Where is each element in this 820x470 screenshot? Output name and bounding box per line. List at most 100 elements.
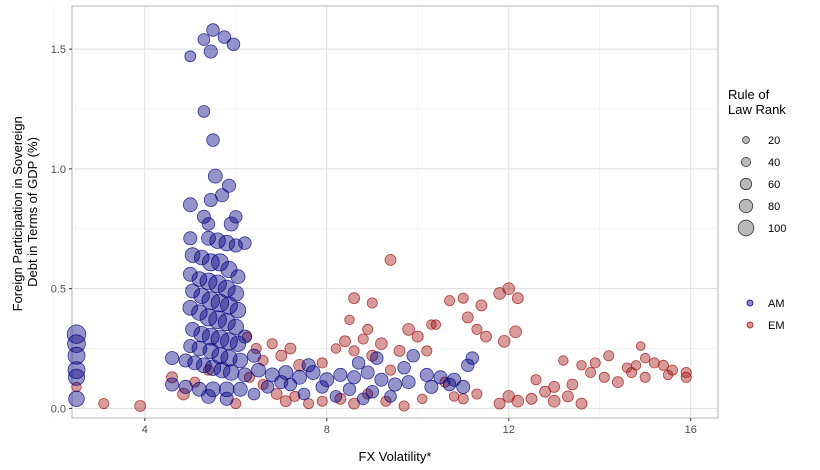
data-point-am [185,283,201,299]
data-point-em [635,341,646,351]
data-point-am [230,269,246,285]
data-point-am [201,217,216,231]
y-axis-ticks: 0.0 0.5 1.0 1.5 [51,44,72,415]
data-point-em [316,357,328,369]
data-point-em [366,297,378,309]
data-point-am [283,377,298,392]
data-point-em [502,282,516,296]
data-points [66,23,692,412]
data-point-em [348,292,361,305]
data-point-am [202,342,220,360]
data-point-em [284,342,297,355]
data-point-am [232,352,249,369]
data-point-am [208,274,227,294]
data-point-am [433,370,448,385]
data-point-em [448,391,460,402]
data-point-am [68,368,86,386]
size-legend-label: 60 [768,179,780,191]
y-axis-title-line-2: Debt in Terms of GDP (%) [25,137,40,287]
data-point-em [603,350,615,362]
x-tick-label: 8 [324,424,330,436]
data-point-em [662,369,674,381]
data-point-am [247,387,261,401]
data-point-em [525,392,538,405]
data-point-em [98,398,110,410]
y-tick-label: 1.0 [51,164,66,176]
data-point-em [566,378,579,391]
data-point-am [183,339,198,354]
data-point-em [430,319,442,330]
data-point-am [397,361,411,375]
data-point-am [182,299,199,316]
x-tick-label: 4 [142,424,148,436]
data-point-am [465,351,480,365]
y-axis-title: Foreign Participation in Sovereign Debt … [10,113,40,312]
data-point-em [509,325,522,339]
data-point-am [67,346,86,365]
data-point-em [421,345,433,357]
data-point-em [366,349,379,362]
data-point-em [384,253,397,266]
data-point-am [274,375,289,390]
data-point-em [648,357,660,369]
size-legend-label: 100 [768,223,786,235]
data-point-am [217,313,236,332]
data-point-em [344,314,355,326]
x-axis-ticks: 4 8 12 16 [142,418,697,436]
data-point-am [419,367,434,382]
size-legend-title-line-2: Law Rank [728,102,786,117]
data-point-em [334,392,347,405]
data-point-am [297,387,311,401]
data-point-em [398,400,410,412]
data-point-am [178,379,193,394]
data-point-am [387,377,402,392]
data-point-em [585,366,597,378]
data-point-am [184,50,197,63]
data-point-am [165,351,180,366]
data-point-am [292,369,307,385]
data-point-em [589,357,601,369]
data-point-em [362,388,374,400]
data-point-em [402,323,415,336]
data-point-em [375,337,388,351]
data-point-em [530,374,542,386]
size-legend-label: 40 [768,157,780,169]
data-point-am [206,133,220,147]
data-point-am [182,197,198,213]
data-point-am [197,33,211,46]
data-point-em [630,360,642,371]
data-point-em [339,335,351,348]
data-point-am [370,351,384,365]
data-point-am [199,272,218,291]
data-point-am [406,349,420,363]
color-legend-label: AM [768,298,785,310]
data-point-em [548,380,561,393]
size-legend-label: 20 [768,135,780,147]
data-point-am [210,253,229,272]
data-point-am [66,324,87,344]
y-tick-label: 1.5 [51,44,66,56]
data-point-am [278,365,294,380]
data-point-em [134,400,147,412]
data-point-em [562,390,574,403]
data-point-em [71,381,82,393]
data-point-em [680,371,692,383]
data-point-am [222,364,240,381]
data-point-am [67,361,86,380]
data-point-em [598,371,610,383]
data-point-em [380,395,392,407]
data-point-em [357,333,369,345]
data-point-am [342,382,357,397]
data-point-em [166,371,179,384]
data-point-em [480,330,492,343]
data-point-em [612,376,624,389]
data-point-am [201,253,220,272]
data-point-em [621,362,633,373]
data-point-am [260,380,275,394]
data-point-em [362,323,374,335]
data-point-em [640,352,651,364]
data-point-am [226,37,241,52]
size-legend-circle [739,177,753,191]
data-point-am [319,372,335,388]
data-point-am [182,266,198,282]
